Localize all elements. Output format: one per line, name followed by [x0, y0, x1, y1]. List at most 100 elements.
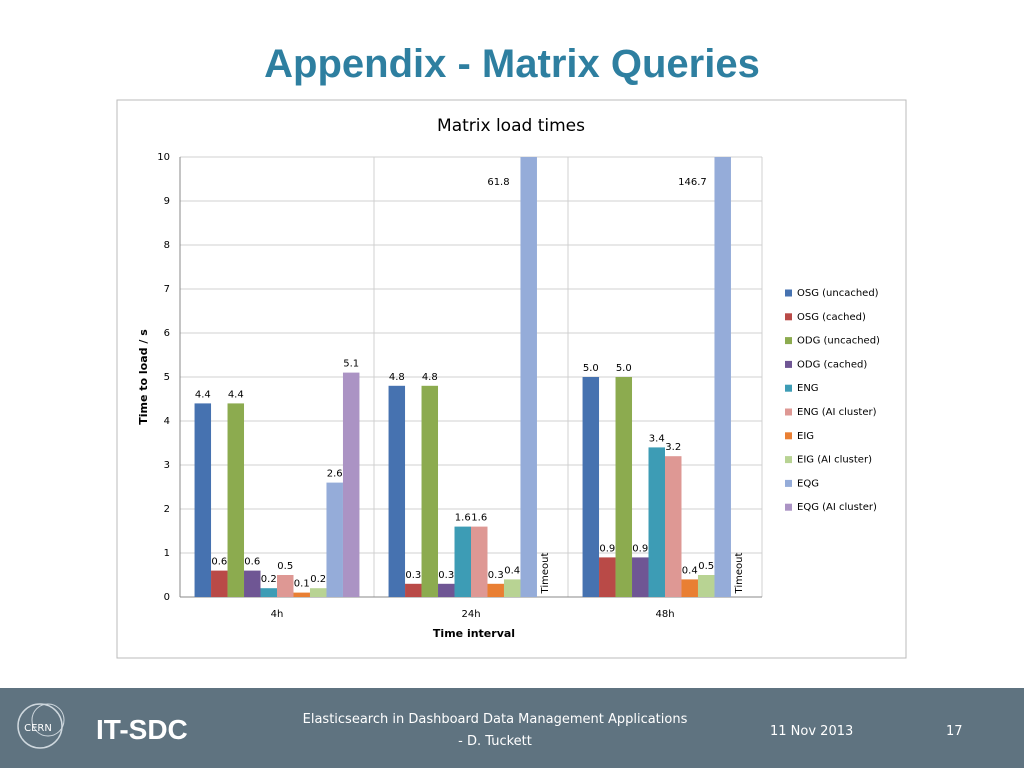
bar	[227, 403, 245, 597]
y-tick-label: 0	[164, 592, 170, 603]
x-axis-label: Time interval	[433, 627, 515, 640]
bar	[260, 588, 277, 597]
value-label: 0.4	[682, 565, 698, 576]
bar	[665, 456, 682, 597]
bar	[421, 385, 439, 597]
value-label: 0.2	[310, 574, 326, 585]
group-name: IT-SDC	[96, 714, 188, 745]
bar	[615, 377, 633, 597]
value-label: 1.6	[455, 513, 471, 524]
legend-label: ENG	[797, 383, 819, 394]
bar	[714, 157, 731, 597]
legend-swatch	[785, 337, 792, 345]
value-label: 0.5	[277, 561, 293, 572]
value-label: 3.4	[649, 433, 665, 444]
bar	[293, 592, 310, 597]
legend-swatch	[785, 408, 792, 416]
value-label: 0.5	[698, 561, 714, 572]
value-label: 4.8	[389, 372, 405, 383]
value-label: 0.3	[438, 570, 454, 581]
legend-label: OSG (uncached)	[797, 288, 879, 299]
value-label: 5.1	[343, 359, 359, 370]
value-label: 1.6	[471, 513, 487, 524]
bar	[632, 557, 649, 597]
legend-swatch	[785, 289, 792, 297]
value-label: 5.0	[616, 363, 632, 374]
bar	[697, 575, 715, 597]
bar	[503, 579, 521, 597]
bar	[454, 526, 471, 597]
chart: Matrix load times Time interval Time to …	[116, 99, 907, 659]
bar	[342, 372, 360, 597]
bar	[471, 526, 488, 597]
value-label: 0.1	[294, 579, 310, 590]
value-label: 0.3	[488, 570, 504, 581]
bar	[405, 583, 422, 597]
y-tick-label: 3	[164, 460, 170, 471]
legend-label: EQG	[797, 478, 819, 489]
legend-swatch	[785, 360, 792, 368]
bar	[599, 557, 616, 597]
y-tick-label: 4	[164, 416, 170, 427]
y-tick-label: 6	[164, 328, 170, 339]
value-label: 0.3	[405, 570, 421, 581]
value-label: 4.4	[228, 389, 244, 400]
x-tick-label: 4h	[271, 609, 284, 620]
value-label: 3.2	[665, 442, 681, 453]
legend-label: EIG	[797, 431, 814, 442]
legend-label: EQG (AI cluster)	[797, 502, 877, 513]
value-label: 0.6	[244, 557, 260, 568]
bar	[194, 403, 212, 597]
logo-text: CERN	[24, 723, 52, 734]
y-axis-label: Time to load / s	[137, 329, 150, 425]
y-tick-label: 9	[164, 196, 170, 207]
legend-swatch	[785, 456, 792, 464]
footer: CERN IT-SDC Elasticsearch in Dashboard D…	[0, 688, 1024, 768]
value-label: 61.8	[487, 177, 509, 188]
value-label: 0.9	[599, 543, 615, 554]
plot-area	[194, 157, 731, 597]
bar	[648, 447, 665, 597]
legend-swatch	[785, 432, 792, 440]
y-tick-label: 2	[164, 504, 170, 515]
legend-swatch	[785, 313, 792, 321]
legend-swatch	[785, 503, 792, 511]
value-label: 2.6	[327, 469, 343, 480]
legend-swatch	[785, 479, 792, 487]
value-label: 146.7	[678, 177, 707, 188]
y-tick-label: 7	[164, 284, 170, 295]
x-tick-label: 48h	[655, 609, 674, 620]
value-label: 0.2	[261, 574, 277, 585]
legend-label: ODG (cached)	[797, 359, 867, 370]
bar	[309, 588, 327, 597]
value-label: Timeout	[734, 553, 745, 595]
bar	[326, 482, 343, 597]
legend-label: OSG (cached)	[797, 312, 866, 323]
bar	[277, 575, 294, 597]
value-label: 0.9	[632, 543, 648, 554]
value-label: 0.4	[504, 565, 520, 576]
value-label: 4.8	[422, 372, 438, 383]
talk-title: Elasticsearch in Dashboard Data Manageme…	[302, 712, 688, 727]
legend-label: ENG (AI cluster)	[797, 407, 877, 418]
bar	[681, 579, 698, 597]
legend-label: ODG (uncached)	[797, 336, 880, 347]
legend-label: EIG (AI cluster)	[797, 455, 872, 466]
value-label: 4.4	[195, 389, 211, 400]
slide-title: Appendix - Matrix Queries	[264, 42, 760, 86]
chart-frame	[116, 99, 907, 659]
author: - D. Tuckett	[458, 734, 532, 749]
bar	[582, 377, 600, 597]
legend-swatch	[785, 384, 792, 392]
y-tick-label: 10	[157, 152, 170, 163]
y-tick-label: 1	[164, 548, 170, 559]
chart-title: Matrix load times	[437, 116, 585, 136]
bar	[520, 157, 537, 597]
y-tick-label: 5	[164, 372, 170, 383]
bar	[438, 583, 455, 597]
page-number: 17	[946, 724, 963, 739]
bar	[211, 570, 228, 597]
value-label: Timeout	[540, 553, 551, 595]
y-tick-label: 8	[164, 240, 170, 251]
